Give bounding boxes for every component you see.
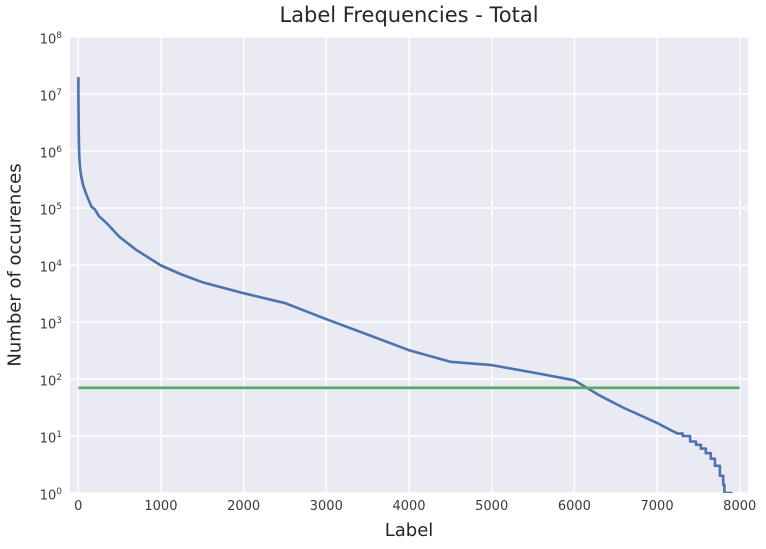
x-tick-label: 1000 bbox=[144, 499, 178, 514]
x-tick-label: 5000 bbox=[475, 499, 509, 514]
chart-title: Label Frequencies - Total bbox=[279, 3, 539, 27]
x-tick-label: 7000 bbox=[640, 499, 674, 514]
x-tick-label: 8000 bbox=[723, 499, 757, 514]
y-tick-label: 104 bbox=[39, 259, 62, 276]
x-tick-label: 0 bbox=[74, 499, 83, 514]
x-axis-label: Label bbox=[384, 520, 434, 541]
plot-area bbox=[70, 37, 748, 493]
x-tick-label: 6000 bbox=[557, 499, 591, 514]
y-tick-label: 106 bbox=[39, 145, 62, 162]
y-axis-label: Number of occurences bbox=[4, 163, 26, 367]
y-tick-label: 105 bbox=[39, 202, 62, 219]
y-tick-label: 107 bbox=[39, 88, 62, 105]
y-tick-label: 108 bbox=[39, 31, 62, 48]
x-tick-label: 2000 bbox=[227, 499, 261, 514]
y-tick-label: 101 bbox=[39, 430, 62, 447]
x-tick-label: 3000 bbox=[309, 499, 343, 514]
frequency-curve bbox=[77, 76, 733, 493]
y-tick-label: 103 bbox=[39, 316, 62, 333]
y-tick-label: 100 bbox=[39, 487, 62, 504]
y-tick-label: 102 bbox=[39, 373, 62, 390]
plot-area-svg bbox=[70, 37, 748, 493]
x-tick-label: 4000 bbox=[392, 499, 426, 514]
